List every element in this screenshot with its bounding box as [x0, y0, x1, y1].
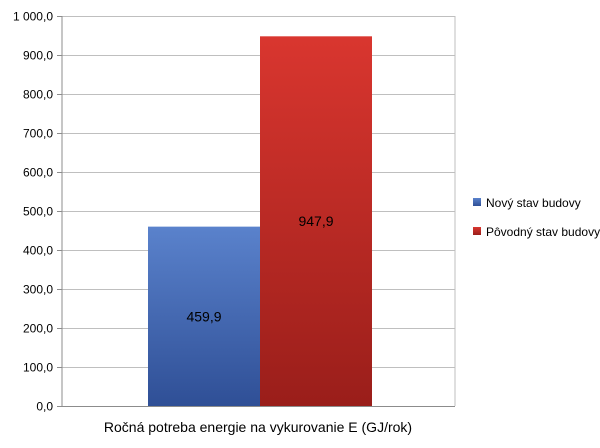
- bar-povodny-stav: [260, 36, 372, 406]
- data-label: 947,9: [298, 213, 333, 229]
- y-tick-label: 400,0: [23, 244, 53, 258]
- legend: Nový stav budovy Pôvodný stav budovy: [473, 196, 600, 239]
- y-tick-label: 0,0: [36, 400, 53, 414]
- y-tick-label: 100,0: [23, 361, 53, 375]
- y-tick-label: 800,0: [23, 88, 53, 102]
- y-tick-label: 200,0: [23, 322, 53, 336]
- y-axis: 0,0 100,0 200,0 300,0 400,0 500,0 600,0 700,0 80…: [13, 10, 63, 414]
- y-tick-label: 600,0: [23, 166, 53, 180]
- y-tick-label: 700,0: [23, 127, 53, 141]
- y-tick-label: 300,0: [23, 283, 53, 297]
- bar-novy-stav: [148, 226, 260, 406]
- y-tick-label: 500,0: [23, 205, 53, 219]
- data-label: 459,9: [186, 308, 221, 324]
- y-tick-label: 900,0: [23, 49, 53, 63]
- legend-swatch: [473, 198, 481, 206]
- legend-label: Nový stav budovy: [486, 196, 581, 210]
- x-axis-title: Ročná potreba energie na vykurovanie E (…: [104, 419, 412, 435]
- bars: [148, 36, 372, 406]
- y-tick-label: 1 000,0: [13, 10, 53, 24]
- data-labels: 459,9 947,9: [186, 213, 333, 324]
- legend-label: Pôvodný stav budovy: [486, 225, 600, 239]
- legend-swatch: [473, 227, 481, 235]
